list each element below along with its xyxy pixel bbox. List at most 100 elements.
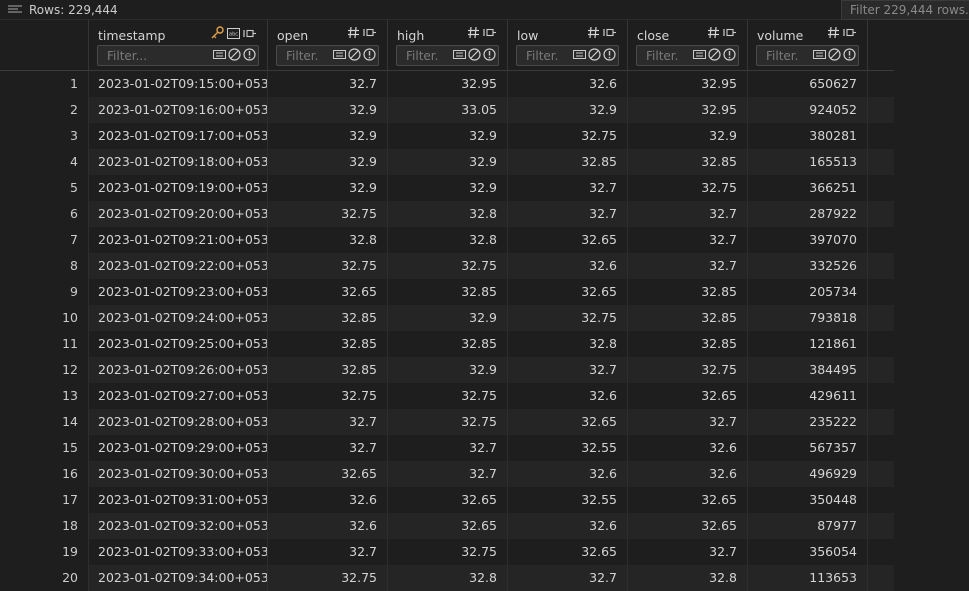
column-name[interactable]: low: [517, 28, 539, 43]
cell-volume[interactable]: 356054: [748, 539, 868, 565]
cell-close[interactable]: 32.7: [628, 201, 748, 227]
cell-high[interactable]: 32.65: [388, 487, 508, 513]
cell-timestamp[interactable]: 2023-01-02T09:16:00+0530: [89, 97, 268, 123]
table-row[interactable]: 17 2023-01-02T09:31:00+0530 32.6 32.65 32.55…: [0, 487, 894, 513]
column-name[interactable]: high: [397, 28, 425, 43]
cell-volume[interactable]: 332526: [748, 253, 868, 279]
cell-open[interactable]: 32.65: [268, 279, 388, 305]
cell-volume[interactable]: 567357: [748, 435, 868, 461]
pin-icon[interactable]: [483, 26, 497, 39]
null-icon[interactable]: [828, 48, 841, 61]
pin-icon[interactable]: [843, 26, 857, 39]
cell-low[interactable]: 32.65: [508, 227, 628, 253]
cell-close[interactable]: 32.75: [628, 175, 748, 201]
table-row[interactable]: 14 2023-01-02T09:28:00+0530 32.7 32.75 32.65…: [0, 409, 894, 435]
cell-low[interactable]: 32.75: [508, 123, 628, 149]
cell-low[interactable]: 32.7: [508, 357, 628, 383]
cell-close[interactable]: 32.7: [628, 227, 748, 253]
cell-timestamp[interactable]: 2023-01-02T09:23:00+0530: [89, 279, 268, 305]
cell-low[interactable]: 32.6: [508, 513, 628, 539]
table-row[interactable]: 1 2023-01-02T09:15:00+0530 32.7 32.95 32.6 32…: [0, 71, 894, 97]
filter-mode-icon[interactable]: [573, 48, 586, 61]
cell-volume[interactable]: 235222: [748, 409, 868, 435]
cell-high[interactable]: 32.9: [388, 175, 508, 201]
error-icon[interactable]: [363, 48, 376, 61]
cell-volume[interactable]: 350448: [748, 487, 868, 513]
cell-open[interactable]: 32.9: [268, 149, 388, 175]
filter-input[interactable]: [98, 46, 199, 65]
cell-close[interactable]: 32.85: [628, 279, 748, 305]
cell-close[interactable]: 32.85: [628, 331, 748, 357]
cell-high[interactable]: 32.7: [388, 435, 508, 461]
cell-open[interactable]: 32.85: [268, 357, 388, 383]
cell-timestamp[interactable]: 2023-01-02T09:17:00+0530: [89, 123, 268, 149]
filter-input[interactable]: [397, 46, 439, 65]
cell-low[interactable]: 32.6: [508, 253, 628, 279]
cell-close[interactable]: 32.8: [628, 565, 748, 591]
cell-open[interactable]: 32.6: [268, 513, 388, 539]
cell-high[interactable]: 32.7: [388, 461, 508, 487]
cell-low[interactable]: 32.7: [508, 565, 628, 591]
cell-high[interactable]: 32.8: [388, 227, 508, 253]
cell-close[interactable]: 32.7: [628, 253, 748, 279]
cell-timestamp[interactable]: 2023-01-02T09:18:00+0530: [89, 149, 268, 175]
table-row[interactable]: 3 2023-01-02T09:17:00+0530 32.9 32.9 32.75 32…: [0, 123, 894, 149]
cell-timestamp[interactable]: 2023-01-02T09:26:00+0530: [89, 357, 268, 383]
cell-volume[interactable]: 384495: [748, 357, 868, 383]
table-row[interactable]: 4 2023-01-02T09:18:00+0530 32.9 32.9 32.85 32…: [0, 149, 894, 175]
table-row[interactable]: 6 2023-01-02T09:20:00+0530 32.75 32.8 32.7 32…: [0, 201, 894, 227]
column-header-volume[interactable]: volume: [748, 20, 868, 71]
table-row[interactable]: 10 2023-01-02T09:24:00+0530 32.85 32.9 32.75…: [0, 305, 894, 331]
cell-volume[interactable]: 165513: [748, 149, 868, 175]
cell-low[interactable]: 32.55: [508, 487, 628, 513]
table-row[interactable]: 8 2023-01-02T09:22:00+0530 32.75 32.75 32.6 3…: [0, 253, 894, 279]
cell-close[interactable]: 32.6: [628, 435, 748, 461]
cell-volume[interactable]: 205734: [748, 279, 868, 305]
cell-low[interactable]: 32.75: [508, 305, 628, 331]
table-row[interactable]: 12 2023-01-02T09:26:00+0530 32.85 32.9 32.7 3…: [0, 357, 894, 383]
column-name[interactable]: timestamp: [98, 28, 166, 43]
cell-close[interactable]: 32.85: [628, 305, 748, 331]
null-icon[interactable]: [708, 48, 721, 61]
filter-input[interactable]: [637, 46, 679, 65]
cell-low[interactable]: 32.65: [508, 539, 628, 565]
cell-high[interactable]: 32.85: [388, 331, 508, 357]
hash-icon[interactable]: [467, 26, 480, 39]
cell-low[interactable]: 32.8: [508, 331, 628, 357]
cell-open[interactable]: 32.85: [268, 331, 388, 357]
cell-low[interactable]: 32.6: [508, 461, 628, 487]
null-icon[interactable]: [468, 48, 481, 61]
cell-volume[interactable]: 397070: [748, 227, 868, 253]
cell-high[interactable]: 32.9: [388, 357, 508, 383]
hash-icon[interactable]: [347, 26, 360, 39]
hash-icon[interactable]: [707, 26, 720, 39]
column-name[interactable]: close: [637, 28, 670, 43]
filter-mode-icon[interactable]: [213, 48, 226, 61]
cell-high[interactable]: 32.8: [388, 201, 508, 227]
cell-timestamp[interactable]: 2023-01-02T09:32:00+0530: [89, 513, 268, 539]
cell-open[interactable]: 32.75: [268, 253, 388, 279]
cell-timestamp[interactable]: 2023-01-02T09:31:00+0530: [89, 487, 268, 513]
column-header-low[interactable]: low: [508, 20, 628, 71]
table-row[interactable]: 9 2023-01-02T09:23:00+0530 32.65 32.85 32.65…: [0, 279, 894, 305]
cell-close[interactable]: 32.9: [628, 123, 748, 149]
cell-open[interactable]: 32.7: [268, 435, 388, 461]
pin-icon[interactable]: [363, 26, 377, 39]
cell-volume[interactable]: 380281: [748, 123, 868, 149]
cell-close[interactable]: 32.95: [628, 71, 748, 97]
null-icon[interactable]: [588, 48, 601, 61]
cell-close[interactable]: 32.7: [628, 409, 748, 435]
cell-volume[interactable]: 366251: [748, 175, 868, 201]
column-name[interactable]: volume: [757, 28, 804, 43]
table-row[interactable]: 18 2023-01-02T09:32:00+0530 32.6 32.65 32.6 3…: [0, 513, 894, 539]
error-icon[interactable]: [483, 48, 496, 61]
cell-timestamp[interactable]: 2023-01-02T09:25:00+0530: [89, 331, 268, 357]
column-header-timestamp[interactable]: timestamp abc: [89, 20, 268, 71]
cell-open[interactable]: 32.8: [268, 227, 388, 253]
cell-high[interactable]: 32.85: [388, 279, 508, 305]
cell-open[interactable]: 32.7: [268, 71, 388, 97]
cell-high[interactable]: 32.75: [388, 383, 508, 409]
cell-high[interactable]: 32.9: [388, 305, 508, 331]
cell-close[interactable]: 32.65: [628, 487, 748, 513]
cell-open[interactable]: 32.7: [268, 539, 388, 565]
